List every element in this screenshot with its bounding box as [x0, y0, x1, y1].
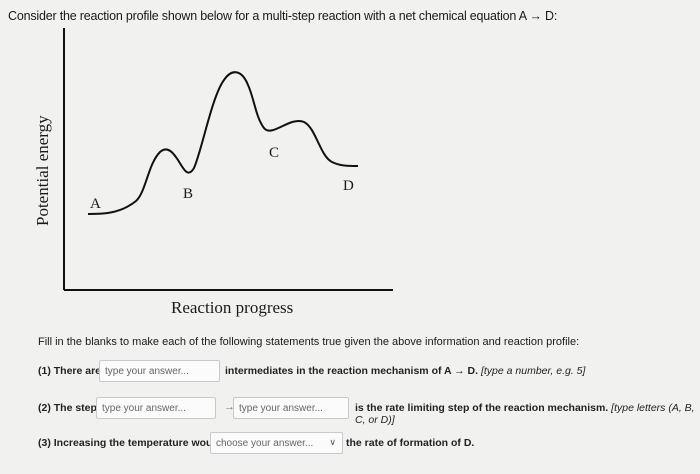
q2-statement: is the rate limiting step of the reactio… — [355, 402, 700, 426]
energy-curve — [87, 71, 359, 215]
q1-prefix: (1) There are — [38, 365, 102, 377]
q3-prefix: (3) Increasing the temperature would — [38, 437, 222, 449]
q2-placeholder-1: type your answer... — [102, 402, 186, 414]
q2-suffix: is the rate limiting step of the reactio… — [355, 402, 609, 414]
q2-prefix: (2) The step — [38, 402, 97, 414]
q1-placeholder: type your answer... — [105, 365, 189, 377]
arrow-icon: → — [224, 401, 235, 413]
q2-answer-input-1[interactable]: type your answer... — [96, 397, 216, 419]
q3-suffix: the rate of formation of D. — [346, 437, 475, 449]
q1-suffix: intermediates in the reaction mechanism … — [225, 365, 479, 377]
q1-answer-input[interactable]: type your answer... — [99, 360, 220, 382]
instructions-text: Fill in the blanks to make each of the f… — [38, 336, 580, 348]
point-label-a: A — [90, 196, 101, 212]
y-axis-label: Potential energy — [33, 115, 52, 226]
q2-placeholder-2: type your answer... — [239, 402, 323, 414]
x-axis-label: Reaction progress — [171, 298, 294, 317]
q1-hint: [type a number, e.g. 5] — [480, 365, 586, 377]
q2-answer-input-2[interactable]: type your answer... — [233, 397, 349, 419]
q3-select-placeholder: choose your answer... — [216, 437, 314, 449]
q3-answer-select[interactable]: choose your answer... ∨ — [210, 432, 343, 454]
point-label-c: C — [269, 145, 280, 161]
question-text: Consider the reaction profile shown belo… — [8, 9, 558, 23]
point-label-d: D — [343, 178, 354, 194]
chevron-down-icon: ∨ — [329, 437, 336, 447]
q1-statement: intermediates in the reaction mechanism … — [225, 365, 585, 377]
point-label-b: B — [183, 186, 194, 202]
q2-hint: [type letters (A, B, C, or D)] — [355, 402, 695, 426]
